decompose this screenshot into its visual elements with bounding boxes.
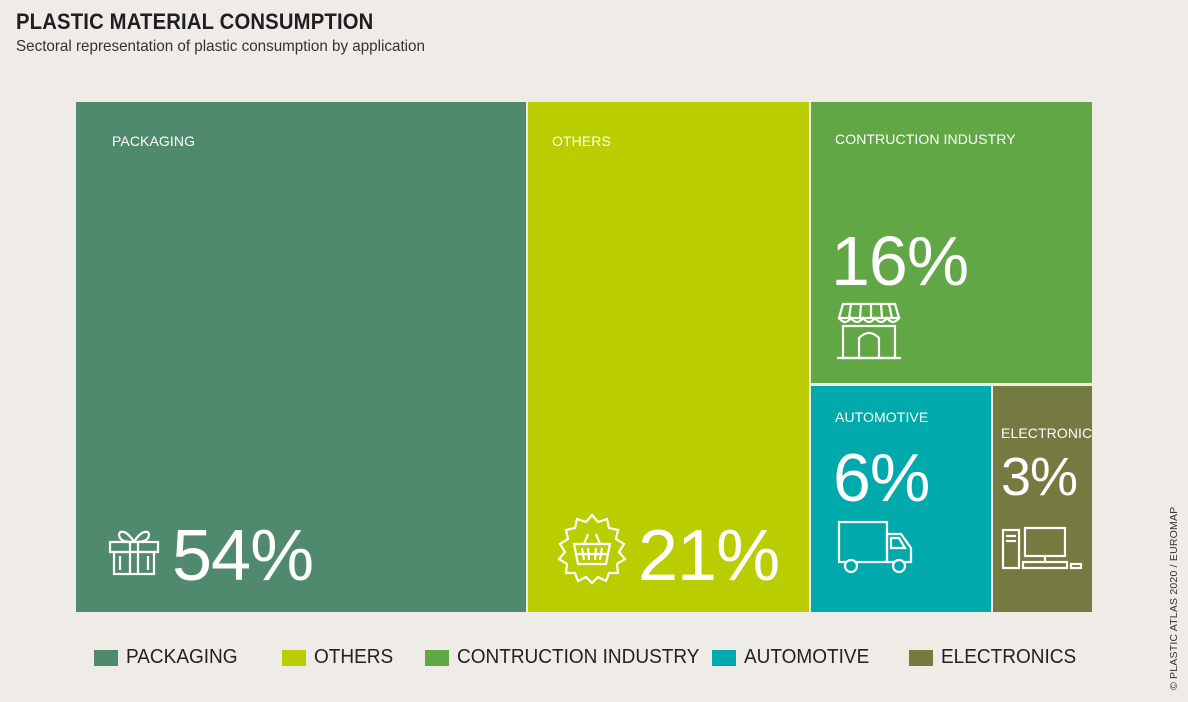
legend-item-others: OTHERS bbox=[282, 646, 397, 669]
chart-title: PLASTIC MATERIAL CONSUMPTION bbox=[16, 9, 374, 34]
treemap-tile-automotive: AUTOMOTIVE 6% bbox=[811, 386, 991, 612]
legend-swatch bbox=[712, 649, 736, 666]
legend-label: PACKAGING bbox=[126, 646, 238, 668]
legend-item-contruction-industry: CONTRUCTION INDUSTRY bbox=[425, 646, 712, 669]
tile-value-label: 3% bbox=[1001, 447, 1078, 507]
treemap-tile-contruction-industry: CONTRUCTION INDUSTRY 16% bbox=[811, 102, 1092, 383]
legend-swatch bbox=[282, 649, 306, 666]
legend: PACKAGING OTHERS CONTRUCTION INDUSTRY AUTOM… bbox=[0, 640, 1188, 680]
shopping-basket-icon bbox=[556, 512, 628, 585]
legend-label: OTHERS bbox=[314, 646, 394, 668]
legend-item-packaging: PACKAGING bbox=[94, 646, 243, 669]
storefront-icon bbox=[837, 300, 901, 360]
tile-value-label: 6% bbox=[833, 440, 930, 516]
treemap-tile-packaging: PACKAGING 54% bbox=[76, 102, 526, 612]
legend-label: AUTOMOTIVE bbox=[744, 646, 870, 668]
tile-value-label: 21% bbox=[638, 516, 780, 596]
tile-label: PACKAGING bbox=[112, 133, 196, 149]
tile-label: OTHERS bbox=[552, 133, 611, 149]
legend-swatch bbox=[94, 649, 118, 666]
source-credit: © PLASTIC ATLAS 2020 / EUROMAP bbox=[1168, 506, 1180, 690]
truck-icon bbox=[837, 520, 915, 576]
legend-item-electronics: ELECTRONICS bbox=[909, 646, 1083, 669]
gift-icon bbox=[106, 522, 162, 578]
legend-label: ELECTRONICS bbox=[941, 646, 1077, 668]
legend-swatch bbox=[425, 649, 449, 666]
chart-subtitle: Sectoral representation of plastic consu… bbox=[16, 38, 425, 55]
tile-label: AUTOMOTIVE bbox=[835, 409, 929, 425]
tile-value-label: 54% bbox=[172, 516, 314, 596]
legend-label: CONTRUCTION INDUSTRY bbox=[457, 646, 700, 668]
treemap-tile-electronics: ELECTRONICS 3% bbox=[993, 386, 1092, 612]
tile-label: ELECTRONICS bbox=[1001, 425, 1092, 441]
computer-icon bbox=[1001, 526, 1085, 572]
tile-value-label: 16% bbox=[831, 222, 969, 300]
treemap: PACKAGING 54% OTHERS 21% CONTRUCTION INDUS… bbox=[76, 102, 1092, 612]
legend-swatch bbox=[909, 649, 933, 666]
tile-label: CONTRUCTION INDUSTRY bbox=[835, 131, 1016, 147]
treemap-tile-others: OTHERS 21% bbox=[528, 102, 809, 612]
legend-item-automotive: AUTOMOTIVE bbox=[712, 646, 876, 669]
